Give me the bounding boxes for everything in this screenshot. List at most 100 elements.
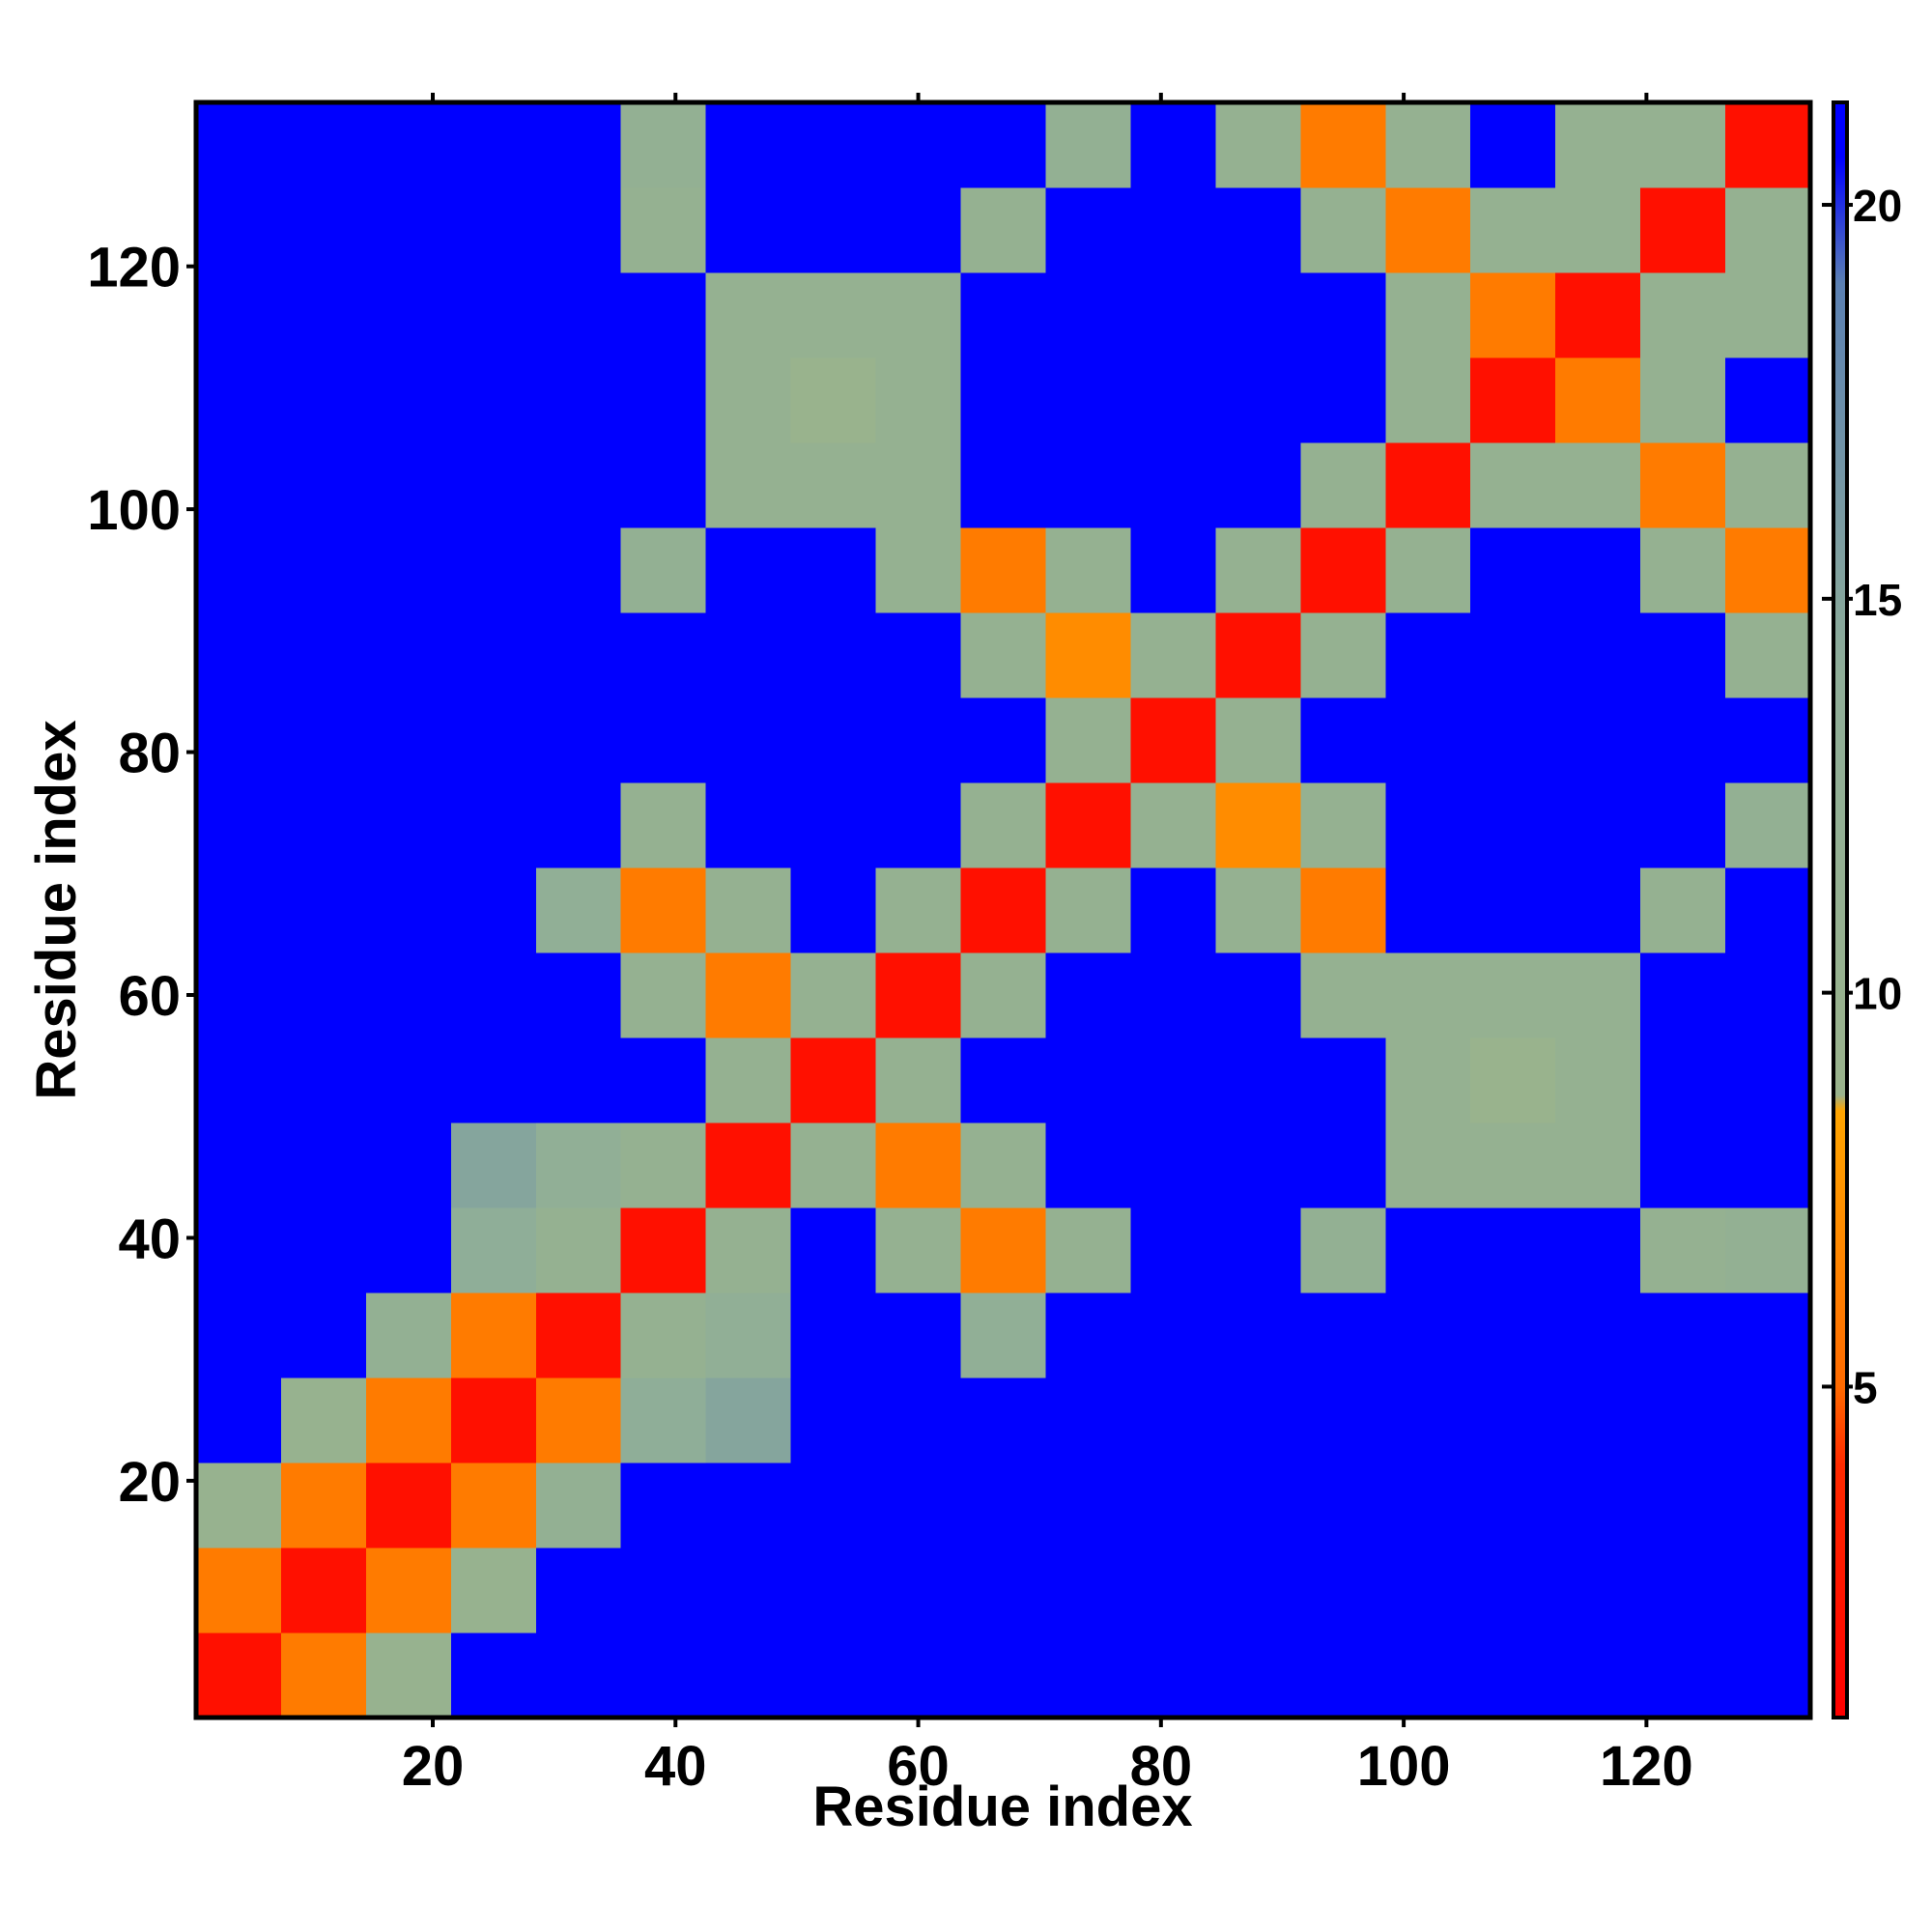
heatmap-cell bbox=[1725, 527, 1811, 613]
heatmap-cell bbox=[196, 1122, 282, 1208]
heatmap-cell bbox=[620, 442, 707, 528]
heatmap-cell bbox=[535, 1037, 622, 1123]
heatmap-cell bbox=[790, 1378, 877, 1463]
heatmap-cell bbox=[280, 612, 367, 698]
heatmap-cell bbox=[535, 1463, 622, 1548]
heatmap-cell bbox=[620, 527, 707, 613]
heatmap-cell bbox=[365, 1208, 452, 1293]
heatmap-cell bbox=[1725, 697, 1811, 783]
heatmap-cell bbox=[280, 442, 367, 528]
heatmap-cell bbox=[875, 442, 962, 528]
heatmap-cell bbox=[1045, 1463, 1131, 1548]
heatmap-cell bbox=[280, 782, 367, 868]
heatmap-cell bbox=[1300, 1208, 1386, 1293]
heatmap-cell bbox=[1470, 1293, 1556, 1378]
heatmap-cell bbox=[1215, 272, 1301, 358]
heatmap-cell bbox=[1045, 357, 1131, 443]
heatmap-cell bbox=[1385, 1293, 1471, 1378]
heatmap-cell bbox=[620, 1378, 707, 1463]
heatmap-cell bbox=[875, 272, 962, 358]
heatmap-cell bbox=[620, 1037, 707, 1123]
heatmap-cell bbox=[1640, 697, 1726, 783]
heatmap-cell bbox=[535, 1548, 622, 1634]
heatmap-cell bbox=[1725, 357, 1811, 443]
heatmap-cell bbox=[1555, 782, 1641, 868]
heatmap-cell bbox=[960, 1548, 1046, 1634]
heatmap-cell bbox=[365, 782, 452, 868]
heatmap-cell bbox=[790, 1122, 877, 1208]
x-tick-label: 20 bbox=[402, 1735, 465, 1798]
heatmap-cell bbox=[280, 272, 367, 358]
heatmap-cell bbox=[1725, 272, 1811, 358]
heatmap-cell bbox=[875, 1208, 962, 1293]
heatmap-cell bbox=[875, 1548, 962, 1634]
heatmap-cell bbox=[1045, 102, 1131, 188]
heatmap-cell bbox=[280, 1037, 367, 1123]
heatmap-cell bbox=[280, 1293, 367, 1378]
heatmap-cell bbox=[1640, 952, 1726, 1038]
heatmap-cell bbox=[1215, 527, 1301, 613]
heatmap-cell bbox=[705, 272, 792, 358]
heatmap-cell bbox=[790, 782, 877, 868]
heatmap-cell bbox=[1470, 1548, 1556, 1634]
heatmap-cell bbox=[1640, 612, 1726, 698]
heatmap-cell bbox=[1130, 1463, 1216, 1548]
heatmap-cell bbox=[196, 1293, 282, 1378]
heatmap-cell bbox=[620, 1122, 707, 1208]
heatmap-cell bbox=[790, 1463, 877, 1548]
heatmap-cell bbox=[535, 442, 622, 528]
heatmap-cell bbox=[1300, 272, 1386, 358]
heatmap-cell bbox=[960, 612, 1046, 698]
heatmap-cell bbox=[705, 1122, 792, 1208]
heatmap-cell bbox=[365, 272, 452, 358]
heatmap-cell bbox=[1725, 1378, 1811, 1463]
heatmap-cell bbox=[1215, 442, 1301, 528]
heatmap-cell bbox=[1130, 102, 1216, 188]
colorbar-tick-label: 15 bbox=[1853, 575, 1902, 625]
heatmap-cell bbox=[1045, 612, 1131, 698]
heatmap-cell bbox=[1640, 1293, 1726, 1378]
heatmap-cell bbox=[280, 1378, 367, 1463]
heatmap-cell bbox=[1385, 187, 1471, 273]
heatmap-cell bbox=[1300, 1122, 1386, 1208]
heatmap-cell bbox=[620, 357, 707, 443]
heatmap-cell bbox=[790, 442, 877, 528]
heatmap-cell bbox=[365, 187, 452, 273]
heatmap-cell bbox=[1555, 1548, 1641, 1634]
heatmap-cell bbox=[1130, 527, 1216, 613]
heatmap-cell bbox=[960, 1378, 1046, 1463]
heatmap-cell bbox=[620, 782, 707, 868]
heatmap-cell bbox=[1045, 697, 1131, 783]
heatmap-cell bbox=[1045, 782, 1131, 868]
heatmap-cell bbox=[1725, 867, 1811, 953]
heatmap-cell bbox=[705, 782, 792, 868]
heatmap-cell bbox=[196, 187, 282, 273]
heatmap-cell bbox=[280, 527, 367, 613]
heatmap-cell bbox=[1385, 1122, 1471, 1208]
heatmap-cell bbox=[1215, 782, 1301, 868]
heatmap-cell bbox=[1725, 1037, 1811, 1123]
heatmap-cell bbox=[450, 102, 537, 188]
heatmap-cell bbox=[875, 357, 962, 443]
heatmap-cell bbox=[1130, 697, 1216, 783]
heatmap-cell bbox=[1470, 1122, 1556, 1208]
heatmap-cell bbox=[1555, 187, 1641, 273]
heatmap-cell bbox=[1640, 527, 1726, 613]
heatmap-cell bbox=[280, 697, 367, 783]
heatmap-cell bbox=[620, 1293, 707, 1378]
heatmap-cell bbox=[196, 697, 282, 783]
colorbar bbox=[1832, 100, 1849, 1719]
heatmap-cell bbox=[1215, 697, 1301, 783]
heatmap-cell bbox=[280, 102, 367, 188]
heatmap-cell bbox=[1640, 782, 1726, 868]
heatmap-cell bbox=[875, 1122, 962, 1208]
heatmap-cell bbox=[620, 612, 707, 698]
heatmap-cell bbox=[620, 1208, 707, 1293]
y-tick-label: 80 bbox=[118, 723, 181, 785]
heatmap-cell bbox=[1300, 1463, 1386, 1548]
heatmap-cell bbox=[960, 1208, 1046, 1293]
heatmap-cell bbox=[790, 952, 877, 1038]
heatmap-cell bbox=[875, 1293, 962, 1378]
heatmap-cell bbox=[1555, 1037, 1641, 1123]
heatmap-cell bbox=[1215, 1037, 1301, 1123]
